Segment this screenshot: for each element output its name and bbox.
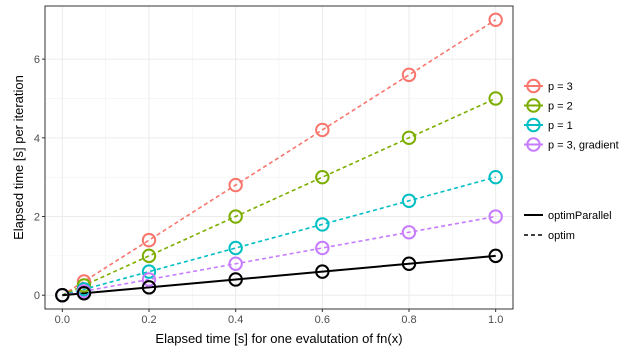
y-tick-label: 4 <box>34 133 40 145</box>
data-point <box>315 264 330 279</box>
data-point <box>488 91 503 106</box>
legend-label: p = 3 <box>548 81 573 93</box>
legend-label: optimParallel <box>548 210 612 222</box>
x-tick-label: 0.8 <box>401 314 416 326</box>
series-line <box>62 176 496 296</box>
series-line <box>61 19 497 296</box>
grid-layer <box>45 6 513 309</box>
data-point <box>55 288 70 303</box>
data-point <box>228 272 243 287</box>
x-tick-label: 0.2 <box>141 314 156 326</box>
y-tick-label: 0 <box>34 290 40 302</box>
data-point <box>315 169 330 185</box>
x-axis-title: Elapsed time [s] for one evalutation of … <box>155 331 402 346</box>
data-point <box>141 264 157 279</box>
legend-key-marker <box>526 117 541 133</box>
legend: p = 3 p = 2 p = 1 p = 3, gradient optimParal… <box>524 78 619 242</box>
legend-key-marker <box>526 78 541 94</box>
data-point <box>228 240 243 256</box>
axis-layer: 0.0 0.2 0.4 0.6 0.8 1.0 0 2 4 6 <box>34 54 503 326</box>
data-point <box>401 193 417 208</box>
y-axis-title: Elapsed time [s] per iteration <box>11 75 26 240</box>
data-point <box>315 122 330 138</box>
data-point <box>488 12 503 27</box>
data-point <box>401 130 417 146</box>
legend-label: p = 1 <box>548 120 573 132</box>
data-point <box>141 280 157 295</box>
data-point <box>488 169 503 185</box>
legend-label: optim <box>548 230 575 242</box>
data-point <box>76 286 92 301</box>
x-tick-label: 0.6 <box>315 314 330 326</box>
data-point <box>401 225 417 240</box>
data-point <box>488 209 503 224</box>
data-point <box>401 256 417 271</box>
legend-key-marker <box>526 98 541 113</box>
x-tick-label: 1.0 <box>488 314 503 326</box>
series-layer <box>55 12 503 303</box>
x-tick-label: 0.4 <box>228 314 243 326</box>
data-point <box>488 248 503 264</box>
x-tick-label: 0.0 <box>55 314 70 326</box>
data-point <box>315 240 330 256</box>
data-point <box>141 232 157 248</box>
data-point <box>315 217 330 232</box>
data-point <box>141 272 157 287</box>
data-point <box>141 248 157 264</box>
data-point <box>228 256 243 271</box>
data-point <box>76 278 92 293</box>
data-point <box>228 177 243 193</box>
plot-panel-border <box>44 5 514 310</box>
y-tick-label: 6 <box>34 54 40 66</box>
data-point <box>228 209 243 224</box>
data-point <box>401 67 417 83</box>
legend-label: p = 3, gradient <box>548 140 619 152</box>
y-tick-label: 2 <box>34 212 40 224</box>
series-line <box>62 254 496 297</box>
legend-label: p = 2 <box>548 101 573 113</box>
legend-key-marker <box>526 137 541 152</box>
